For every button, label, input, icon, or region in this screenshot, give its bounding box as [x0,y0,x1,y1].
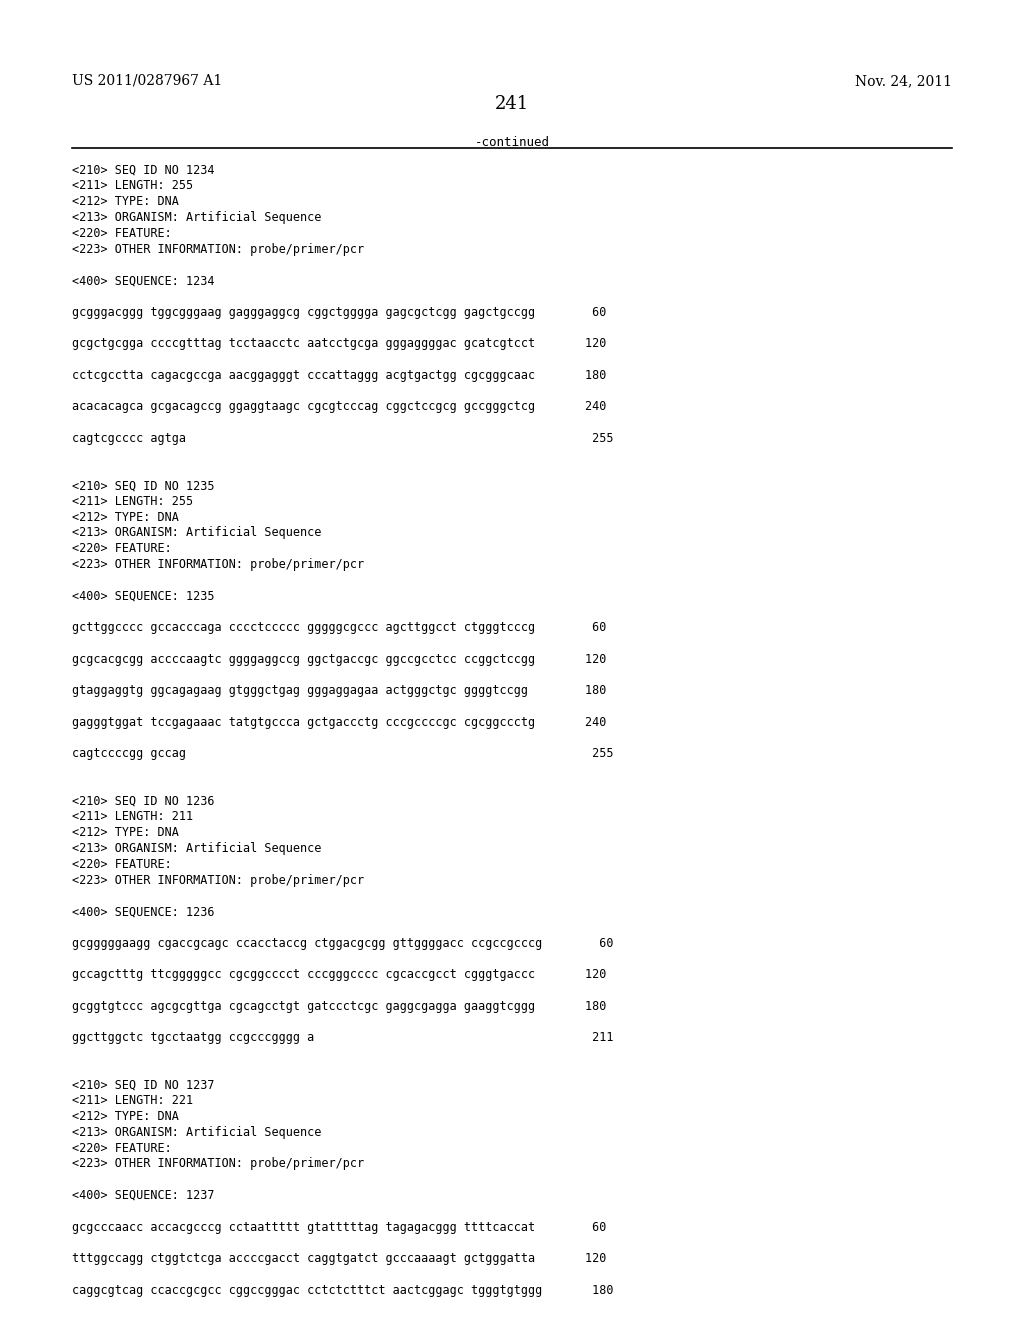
Text: <212> TYPE: DNA: <212> TYPE: DNA [72,826,178,840]
Text: <213> ORGANISM: Artificial Sequence: <213> ORGANISM: Artificial Sequence [72,527,322,540]
Text: <210> SEQ ID NO 1234: <210> SEQ ID NO 1234 [72,164,214,177]
Text: gcggtgtccc agcgcgttga cgcagcctgt gatccctcgc gaggcgagga gaaggtcggg       180: gcggtgtccc agcgcgttga cgcagcctgt gatccct… [72,999,606,1012]
Text: acacacagca gcgacagccg ggaggtaagc cgcgtcccag cggctccgcg gccgggctcg       240: acacacagca gcgacagccg ggaggtaagc cgcgtcc… [72,400,606,413]
Text: <213> ORGANISM: Artificial Sequence: <213> ORGANISM: Artificial Sequence [72,1126,322,1139]
Text: <212> TYPE: DNA: <212> TYPE: DNA [72,1110,178,1123]
Text: <213> ORGANISM: Artificial Sequence: <213> ORGANISM: Artificial Sequence [72,211,322,224]
Text: gagggtggat tccgagaaac tatgtgccca gctgaccctg cccgccccgc cgcggccctg       240: gagggtggat tccgagaaac tatgtgccca gctgacc… [72,715,606,729]
Text: <211> LENGTH: 255: <211> LENGTH: 255 [72,495,193,508]
Text: ggcttggctc tgcctaatgg ccgcccgggg a                                       211: ggcttggctc tgcctaatgg ccgcccgggg a 211 [72,1031,613,1044]
Text: <220> FEATURE:: <220> FEATURE: [72,543,171,556]
Text: <213> ORGANISM: Artificial Sequence: <213> ORGANISM: Artificial Sequence [72,842,322,855]
Text: gcgcacgcgg accccaagtc ggggaggccg ggctgaccgc ggccgcctcc ccggctccgg       120: gcgcacgcgg accccaagtc ggggaggccg ggctgac… [72,652,606,665]
Text: cagtccccgg gccag                                                         255: cagtccccgg gccag 255 [72,747,613,760]
Text: tttggccagg ctggtctcga accccgacct caggtgatct gcccaaaagt gctgggatta       120: tttggccagg ctggtctcga accccgacct caggtga… [72,1253,606,1265]
Text: <400> SEQUENCE: 1235: <400> SEQUENCE: 1235 [72,590,214,602]
Text: <211> LENGTH: 211: <211> LENGTH: 211 [72,810,193,824]
Text: 241: 241 [495,95,529,114]
Text: <223> OTHER INFORMATION: probe/primer/pcr: <223> OTHER INFORMATION: probe/primer/pc… [72,243,364,256]
Text: <400> SEQUENCE: 1237: <400> SEQUENCE: 1237 [72,1189,214,1203]
Text: <400> SEQUENCE: 1234: <400> SEQUENCE: 1234 [72,275,214,286]
Text: <210> SEQ ID NO 1235: <210> SEQ ID NO 1235 [72,479,214,492]
Text: gcgggacggg tggcgggaag gagggaggcg cggctgggga gagcgctcgg gagctgccgg        60: gcgggacggg tggcgggaag gagggaggcg cggctgg… [72,306,606,318]
Text: <212> TYPE: DNA: <212> TYPE: DNA [72,195,178,209]
Text: gcgggggaagg cgaccgcagc ccacctaccg ctggacgcgg gttggggacc ccgccgcccg        60: gcgggggaagg cgaccgcagc ccacctaccg ctggac… [72,937,613,949]
Text: -continued: -continued [474,136,550,149]
Text: gcgcccaacc accacgcccg cctaattttt gtatttttag tagagacggg ttttcaccat        60: gcgcccaacc accacgcccg cctaattttt gtatttt… [72,1221,606,1233]
Text: <400> SEQUENCE: 1236: <400> SEQUENCE: 1236 [72,906,214,917]
Text: <211> LENGTH: 221: <211> LENGTH: 221 [72,1094,193,1107]
Text: <223> OTHER INFORMATION: probe/primer/pcr: <223> OTHER INFORMATION: probe/primer/pc… [72,874,364,887]
Text: US 2011/0287967 A1: US 2011/0287967 A1 [72,74,222,88]
Text: <210> SEQ ID NO 1236: <210> SEQ ID NO 1236 [72,795,214,808]
Text: caggcgtcag ccaccgcgcc cggccgggac cctctctttct aactcggagc tgggtgtggg       180: caggcgtcag ccaccgcgcc cggccgggac cctctct… [72,1283,613,1296]
Text: <220> FEATURE:: <220> FEATURE: [72,1142,171,1155]
Text: Nov. 24, 2011: Nov. 24, 2011 [855,74,952,88]
Text: <211> LENGTH: 255: <211> LENGTH: 255 [72,180,193,193]
Text: <220> FEATURE:: <220> FEATURE: [72,858,171,871]
Text: <212> TYPE: DNA: <212> TYPE: DNA [72,511,178,524]
Text: cctcgcctta cagacgccga aacggagggt cccattaggg acgtgactgg cgcgggcaac       180: cctcgcctta cagacgccga aacggagggt cccatta… [72,368,606,381]
Text: cagtcgcccc agtga                                                         255: cagtcgcccc agtga 255 [72,432,613,445]
Text: gccagctttg ttcgggggcc cgcggcccct cccgggcccc cgcaccgcct cgggtgaccc       120: gccagctttg ttcgggggcc cgcggcccct cccgggc… [72,968,606,981]
Text: <223> OTHER INFORMATION: probe/primer/pcr: <223> OTHER INFORMATION: probe/primer/pc… [72,558,364,572]
Text: gcgctgcgga ccccgtttag tcctaacctc aatcctgcga gggaggggac gcatcgtcct       120: gcgctgcgga ccccgtttag tcctaacctc aatcctg… [72,337,606,350]
Text: gcttggcccc gccacccaga cccctccccc gggggcgccc agcttggcct ctgggtcccg        60: gcttggcccc gccacccaga cccctccccc gggggcg… [72,622,606,634]
Text: <223> OTHER INFORMATION: probe/primer/pcr: <223> OTHER INFORMATION: probe/primer/pc… [72,1158,364,1171]
Text: <210> SEQ ID NO 1237: <210> SEQ ID NO 1237 [72,1078,214,1092]
Text: gtaggaggtg ggcagagaag gtgggctgag gggaggagaa actgggctgc ggggtccgg        180: gtaggaggtg ggcagagaag gtgggctgag gggagga… [72,684,606,697]
Text: <220> FEATURE:: <220> FEATURE: [72,227,171,240]
